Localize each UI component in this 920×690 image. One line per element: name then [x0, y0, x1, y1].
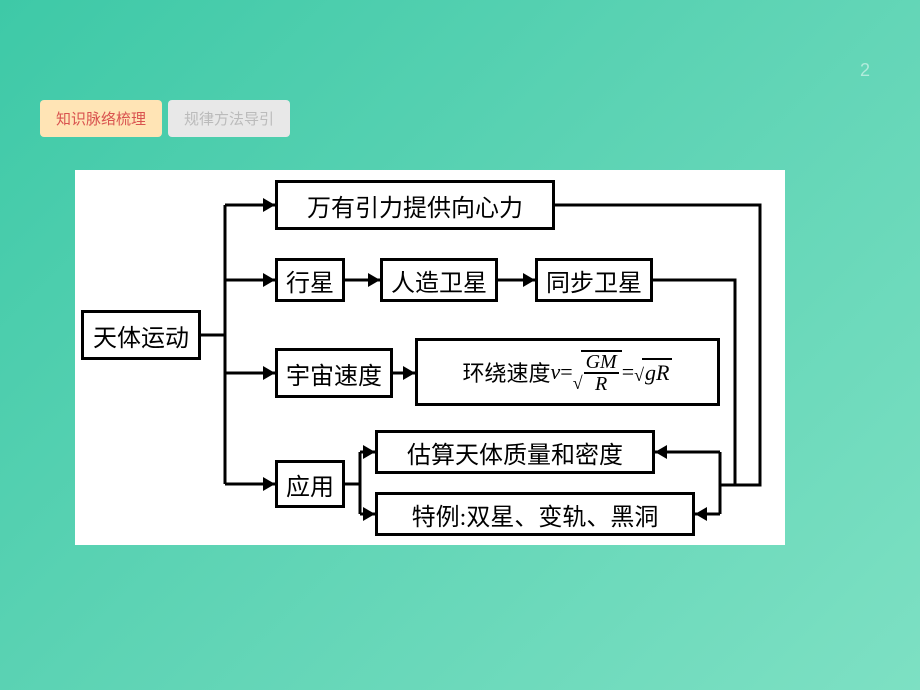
formula-eq2: =: [622, 359, 634, 385]
page-number: 2: [860, 60, 870, 81]
formula-r: R: [593, 374, 609, 394]
formula-gm: GM: [584, 352, 619, 374]
tabs: 知识脉络梳理 规律方法导引: [40, 100, 290, 137]
tab-knowledge[interactable]: 知识脉络梳理: [40, 100, 162, 137]
sqrt-gm-over-r: √ GM R: [573, 350, 622, 394]
formula-eq1: =: [560, 359, 572, 385]
node-root: 天体运动: [81, 310, 201, 360]
diagram: 天体运动 万有引力提供向心力 行星 人造卫星 同步卫星 宇宙速度 应用 估算天体…: [75, 170, 785, 545]
tab-methods[interactable]: 规律方法导引: [168, 100, 290, 137]
formula-gr: gR: [642, 358, 672, 386]
sqrt-gr: √ gR: [634, 358, 672, 386]
formula-var: v: [551, 359, 561, 385]
node-gravity-centripetal: 万有引力提供向心力: [275, 180, 555, 230]
node-planet: 行星: [275, 258, 345, 302]
node-sync-satellite: 同步卫星: [535, 258, 653, 302]
node-mass-density: 估算天体质量和密度: [375, 430, 655, 474]
node-orbital-velocity-formula: 环绕速度 v = √ GM R = √ gR: [415, 338, 720, 406]
node-satellite: 人造卫星: [380, 258, 498, 302]
node-special-cases: 特例:双星、变轨、黑洞: [375, 492, 695, 536]
formula-prefix: 环绕速度: [463, 356, 551, 388]
node-application: 应用: [275, 460, 345, 508]
node-cosmic-velocity: 宇宙速度: [275, 348, 393, 398]
